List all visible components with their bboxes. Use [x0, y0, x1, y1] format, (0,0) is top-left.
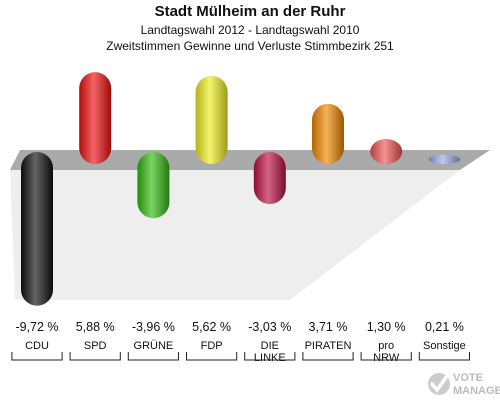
bar-pro-nrw: [370, 139, 403, 164]
bar-body-gr-ne: [137, 152, 170, 219]
category-label-die-linke-2: LINKE: [254, 352, 286, 364]
bar-body-fdp: [195, 75, 228, 164]
category-bracket-gr-ne: [127, 352, 179, 361]
bar-body-piraten: [312, 103, 344, 164]
category-bracket-spd: [69, 352, 121, 361]
bar-piraten: [312, 103, 344, 164]
category-bracket-die-linke: [244, 352, 296, 361]
value-label-sonstige: 0,21 %: [425, 320, 464, 334]
bar-die-linke: [253, 152, 286, 205]
category-bracket-cdu: [11, 352, 63, 361]
bar-body-sonstige: [428, 154, 461, 164]
bar-fdp: [195, 75, 228, 164]
chart-subtitle-period: Landtagswahl 2012 - Landtagswahl 2010: [140, 23, 360, 37]
vote-manager-logo-icon: [428, 373, 450, 395]
category-label-cdu: CDU: [25, 340, 49, 352]
baseline-floor: [10, 150, 490, 170]
bar-body-spd: [79, 72, 112, 164]
category-bracket-sonstige: [418, 352, 470, 361]
bar-spd: [79, 72, 112, 164]
value-label-pro-nrw: 1,30 %: [367, 320, 406, 334]
chart-title: Stadt Mülheim an der Ruhr: [154, 3, 346, 20]
value-label-piraten: 3,71 %: [309, 320, 348, 334]
category-label-sonstige: Sonstige: [423, 340, 466, 352]
floor-shadow: [10, 170, 460, 300]
category-bracket-fdp: [186, 352, 238, 361]
category-label-die-linke-1: DIE: [261, 340, 279, 352]
bar-body-cdu: [21, 152, 53, 306]
category-bracket-pro-nrw: [360, 352, 412, 361]
category-label-gr-ne: GRÜNE: [134, 340, 174, 352]
bar-cdu: [21, 152, 53, 306]
watermark-word-manager: MANAGER: [453, 385, 500, 397]
watermark-word-vote: VOTE: [453, 372, 483, 384]
chart-subtitle-district: Zweitstimmen Gewinne und Verluste Stimmb…: [106, 39, 394, 53]
category-bracket-piraten: [302, 352, 354, 361]
category-label-pro-nrw-1: pro: [378, 340, 394, 352]
value-label-spd: 5,88 %: [76, 320, 115, 334]
value-label-fdp: 5,62 %: [192, 320, 231, 334]
vote-manager-logo: VOTE MANAGER: [428, 372, 500, 397]
category-label-fdp: FDP: [201, 340, 223, 352]
value-label-die-linke: -3,03 %: [248, 320, 291, 334]
value-label-cdu: -9,72 %: [15, 320, 58, 334]
bar-body-die-linke: [253, 152, 286, 205]
bar-body-pro-nrw: [370, 139, 403, 164]
bar-gr-ne: [137, 152, 170, 219]
category-label-pro-nrw-2: NRW: [373, 352, 400, 364]
category-label-spd: SPD: [84, 340, 107, 352]
value-label-gr-ne: -3,96 %: [132, 320, 175, 334]
bar-sonstige: [428, 154, 461, 164]
category-label-piraten: PIRATEN: [305, 340, 352, 352]
